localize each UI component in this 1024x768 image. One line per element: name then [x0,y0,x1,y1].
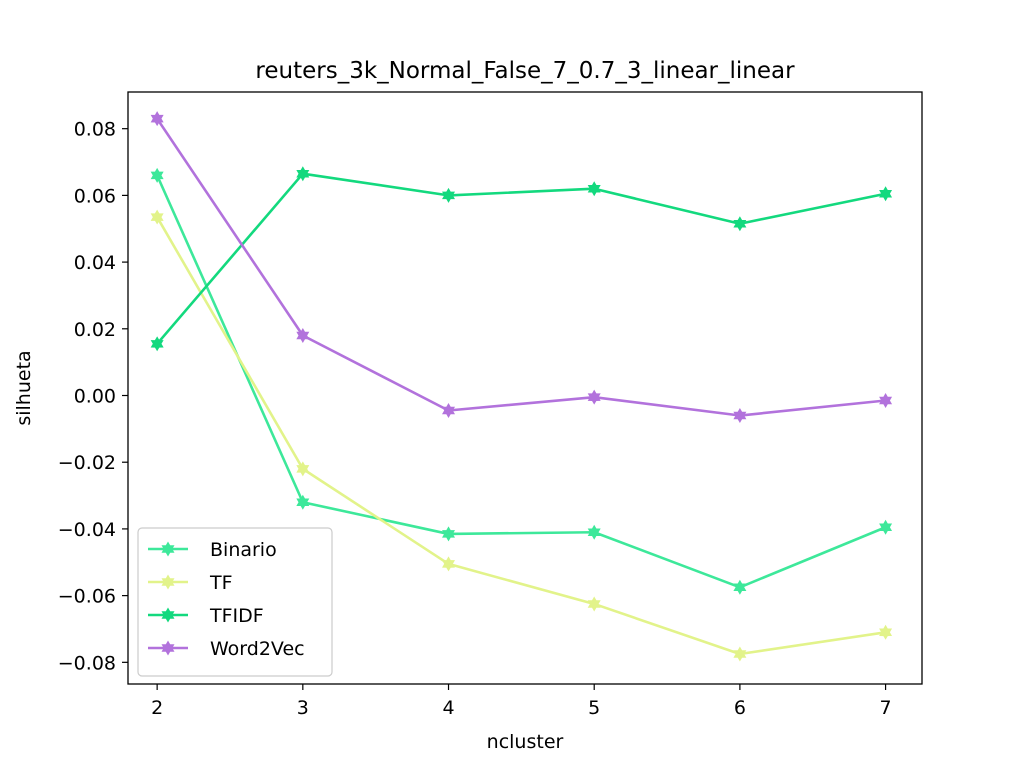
y-tick-label: 0.02 [74,319,116,341]
data-point [587,389,601,405]
legend-item: Binario [148,539,277,561]
legend-item: TFIDF [148,605,264,627]
chart-title: reuters_3k_Normal_False_7_0.7_3_linear_l… [255,58,795,84]
legend-marker [161,640,175,656]
legend-label: TFIDF [209,605,264,627]
data-point [879,186,893,202]
y-axis-label: silhueta [13,350,35,425]
data-point [733,408,747,424]
legend-label: Binario [210,539,277,561]
data-point [150,111,164,127]
data-point [150,167,164,183]
series-word2vec [150,111,893,424]
data-point [150,209,164,225]
legend-item: TF [148,572,233,594]
y-tick-label: −0.02 [58,452,116,474]
legend-marker [161,607,175,623]
data-point [879,393,893,409]
y-tick-label: 0.08 [74,119,116,141]
x-tick-label: 7 [880,697,892,719]
x-tick-label: 4 [442,697,454,719]
y-tick-label: 0.04 [74,252,116,274]
y-tick-label: −0.08 [58,652,116,674]
data-point [296,327,310,343]
x-tick-label: 3 [297,697,309,719]
data-point [442,403,456,419]
data-point [442,556,456,572]
legend-marker [161,574,175,590]
plot-frame [127,91,923,685]
series-tfidf [150,166,893,352]
data-point [296,461,310,477]
data-point [296,166,310,182]
data-point [733,216,747,232]
x-axis-label: ncluster [487,731,564,753]
data-point [879,624,893,640]
series-tf [150,209,893,662]
x-tick-label: 5 [588,697,600,719]
data-point [296,494,310,510]
x-axis-ticks: 2 3 4 5 6 7 [151,684,892,719]
data-point [587,524,601,540]
y-tick-label: 0.00 [74,386,116,408]
y-tick-label: −0.04 [58,519,116,541]
data-point [150,336,164,352]
data-point [733,579,747,595]
data-point [442,526,456,542]
legend-box [137,527,333,677]
legend-item: Word2Vec [148,638,305,660]
y-tick-label: 0.06 [74,185,116,207]
legend-label: Word2Vec [210,638,305,660]
series-line [156,117,886,417]
data-point [587,181,601,197]
data-point [587,596,601,612]
y-tick-label: −0.06 [58,586,116,608]
x-tick-label: 6 [734,697,746,719]
x-tick-label: 2 [151,697,163,719]
data-point [442,187,456,203]
data-point [879,519,893,535]
legend-marker [161,541,175,557]
series-line [156,216,886,656]
series-layer [150,111,893,662]
y-axis-ticks: 0.08 0.06 0.04 0.02 0.00 −0.02 −0.04 −0.06 −0.08 [58,119,128,674]
series-line [156,172,886,345]
legend: Binario TF TFIDF Word2Vec [137,527,333,677]
series-binario [150,167,893,595]
data-point [733,646,747,662]
series-line [155,174,887,589]
legend-label: TF [209,572,233,594]
